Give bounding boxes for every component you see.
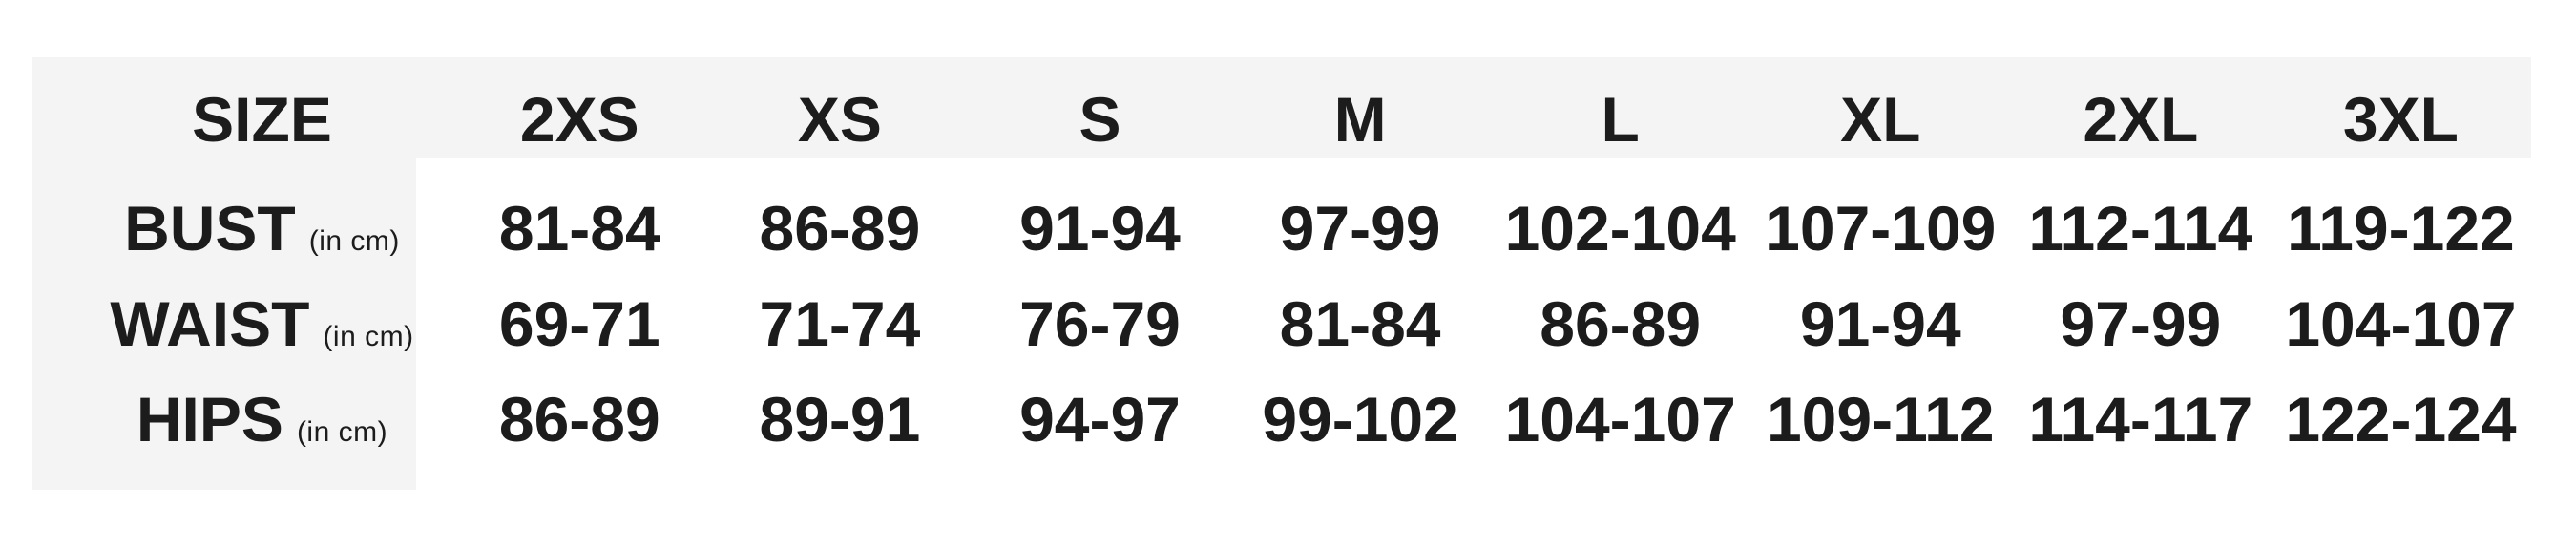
cell-bust-m: 97-99 [1279, 193, 1441, 264]
cell-waist-2xl: 97-99 [2060, 288, 2222, 359]
row-header-waist: WAIST (in cm) [32, 253, 450, 355]
row-header-hips: HIPS (in cm) [32, 349, 450, 451]
column-header-3xl: 3XL [2342, 84, 2459, 155]
cell-hips-2xl: 114-117 [2028, 384, 2253, 455]
cell-hips-3xl: 122-124 [2285, 384, 2517, 455]
cell-hips-s: 94-97 [1019, 384, 1181, 455]
cell-hips-l: 104-107 [1504, 384, 1736, 455]
row-header-bust: BUST (in cm) [32, 158, 450, 260]
column-header-l: L [1601, 84, 1640, 155]
cell-bust-3xl: 119-122 [2287, 193, 2515, 264]
column-header-2xs: 2XS [519, 84, 639, 155]
cell-waist-3xl: 104-107 [2285, 288, 2517, 359]
cell-hips-xl: 109-112 [1766, 384, 1995, 455]
cell-bust-xs: 86-89 [759, 193, 921, 264]
cell-hips-2xs: 86-89 [498, 384, 660, 455]
cell-hips-xs: 89-91 [759, 384, 921, 455]
column-header-2xl: 2XL [2083, 84, 2199, 155]
cell-waist-2xs: 69-71 [498, 288, 660, 359]
cell-waist-l: 86-89 [1539, 288, 1702, 359]
header-row-band [32, 57, 2531, 158]
cell-waist-m: 81-84 [1279, 288, 1441, 359]
cell-bust-2xs: 81-84 [498, 193, 660, 264]
label-column-band [32, 57, 416, 490]
size-chart-table: SIZE 2XS XS S M L XL 2XL 3XL BUST (in cm… [32, 57, 2531, 455]
cell-bust-l: 102-104 [1504, 193, 1736, 264]
waist-label: WAIST [110, 288, 310, 359]
column-header-xs: XS [797, 84, 882, 155]
bust-label: BUST [124, 193, 296, 264]
cell-bust-xl: 107-109 [1765, 193, 1997, 264]
column-header-m: M [1333, 84, 1387, 155]
hips-label: HIPS [136, 384, 283, 455]
cell-waist-xs: 71-74 [759, 288, 921, 359]
waist-unit-label: (in cm) [323, 321, 414, 352]
cell-waist-xl: 91-94 [1799, 288, 1961, 359]
cell-hips-m: 99-102 [1262, 384, 1458, 455]
cell-bust-2xl: 112-114 [2028, 193, 2253, 264]
bust-unit-label: (in cm) [308, 225, 400, 257]
column-header-xl: XL [1840, 84, 1921, 155]
hips-unit-label: (in cm) [296, 416, 388, 448]
column-header-s: S [1079, 84, 1121, 155]
cell-bust-s: 91-94 [1019, 193, 1181, 264]
column-header-size: SIZE [192, 84, 332, 155]
cell-waist-s: 76-79 [1019, 288, 1181, 359]
